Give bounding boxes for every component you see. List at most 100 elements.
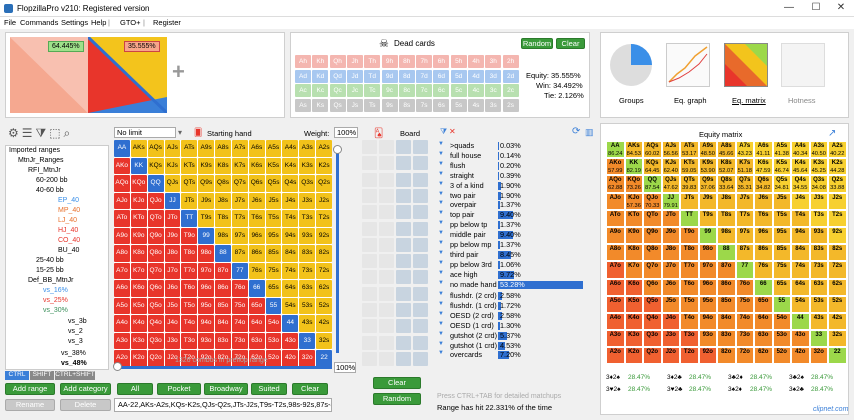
tree-item[interactable]: vs_3b [68,318,87,325]
hand-cell[interactable]: 92o [198,350,215,367]
tree-item[interactable]: Def_BB_MtnJr [28,277,74,284]
dead-card[interactable]: 9s [381,98,398,112]
equity-cell[interactable]: 84o [717,312,736,331]
hand-cell[interactable]: 75s [265,262,282,279]
hand-cell[interactable]: J4o [164,315,181,332]
dead-card[interactable]: 7h [416,55,433,68]
hand-cell[interactable]: J2o [164,350,181,367]
equity-cell[interactable]: T4s [791,209,810,227]
hand-cell[interactable]: Q2o [147,350,164,367]
board-card-slot[interactable] [396,286,411,301]
hand-cell[interactable]: KJo [130,192,147,209]
equity-cell[interactable]: 95s [772,226,791,245]
equity-cell[interactable]: QJs 47.62 [661,175,680,193]
dead-card[interactable]: 4h [468,55,484,68]
hand-cell[interactable]: 94o [198,315,215,332]
equity-cell[interactable]: 94o [698,312,717,331]
hand-cell[interactable]: ATo [114,210,130,227]
tree-item[interactable]: MtnJr_Ranges [18,157,64,164]
equity-cell[interactable]: AJs 56.56 [661,141,680,159]
equity-cell[interactable]: 54s [791,295,810,313]
equity-cell[interactable]: T3o [680,330,699,348]
equity-cell[interactable]: J3o [661,330,680,348]
hand-cell[interactable]: T6o [181,280,198,297]
hand-cell[interactable]: QTs [181,175,198,192]
equity-cell[interactable]: 64o [754,312,773,331]
hand-cell[interactable]: Q5o [147,297,164,314]
tree-item[interactable]: 25-40 bb [36,257,64,264]
board-card-slot[interactable] [413,221,428,236]
view-hotness[interactable]: Hotness [788,96,816,105]
hand-cell[interactable]: 52o [265,350,282,367]
equity-cell[interactable]: JTo [661,209,680,227]
hand-cell[interactable]: 54o [265,315,282,332]
menu-register[interactable]: Register [153,18,181,27]
equity-cell[interactable]: A8o [606,244,625,262]
equity-cell[interactable]: 72o [735,347,754,365]
dead-card[interactable]: 3h [485,55,502,68]
dead-card[interactable]: 8d [398,69,415,83]
hand-cell[interactable]: 44 [282,315,299,332]
equity-cell[interactable]: Q6s 34.82 [754,175,773,193]
equity-cell[interactable]: T8o [680,244,699,262]
dead-card[interactable]: 8s [398,98,415,112]
board-card-slot[interactable] [379,286,394,301]
tree-item[interactable]: vs_16% [43,287,68,294]
hand-cell[interactable]: T2o [181,350,198,367]
equity-cell[interactable]: 92s [828,226,847,245]
row-filter-icon[interactable]: ▼ [438,180,444,187]
row-filter-icon[interactable]: ▼ [438,340,444,347]
equity-cell[interactable]: 93s [809,226,828,245]
hand-cell[interactable]: 98s [215,227,231,244]
hand-cell[interactable]: T4s [282,210,299,227]
equity-cell[interactable]: A5s 41.38 [772,141,791,159]
hand-cell[interactable]: QQ [147,175,164,192]
hand-cell[interactable]: 86s [248,245,265,262]
equity-cell[interactable]: T5o [680,295,699,313]
board-card-slot[interactable] [362,286,377,301]
dead-card[interactable]: Jc [346,84,363,97]
equity-cell[interactable]: 85s [772,244,791,262]
equity-cell[interactable]: J2s [828,192,847,210]
board-card-slot[interactable] [396,221,411,236]
hand-cell[interactable]: 62o [248,350,265,367]
equity-cell[interactable]: 52o [772,347,791,365]
hand-cell[interactable]: AJs [164,140,181,157]
board-card-slot[interactable] [379,188,394,203]
hand-cell[interactable]: J5s [265,192,282,209]
dead-card[interactable]: 4c [468,84,484,97]
dead-card[interactable]: 9h [381,55,398,68]
hand-cell[interactable]: A7o [114,262,130,279]
equity-cell[interactable]: J5o [661,295,680,313]
hand-cell[interactable]: 76o [231,280,248,297]
row-filter-icon[interactable]: ▼ [438,310,444,317]
board-card-slot[interactable] [413,140,428,154]
dead-card[interactable]: 9d [381,69,398,83]
hand-cell[interactable]: 96s [248,227,265,244]
equity-cell[interactable]: K8s 52.07 [717,158,736,176]
hand-cell[interactable]: Q7o [147,262,164,279]
menu-commands[interactable]: Commands [20,18,59,27]
hand-cell[interactable]: KK [130,157,147,174]
equity-cell[interactable]: T9o [680,226,699,245]
tab-ctrl-shift[interactable]: CTRL+SHIFT [55,371,95,380]
starting-hand-matrix[interactable]: AA AKs AQs AJs ATs A9s A8s A7s A6s A5s A4s A3s A2s AK… [114,140,332,367]
equity-cell[interactable]: 63s [809,278,828,296]
hand-cell[interactable]: K7o [130,262,147,279]
dead-card[interactable]: 2s [502,98,519,112]
hand-cell[interactable]: K5o [130,297,147,314]
hand-cell[interactable]: T9o [181,227,198,244]
hand-cell[interactable]: A4s [282,140,299,157]
range-text-input[interactable]: AA-22,AKs-A2s,KQs-K2s,QJs-Q2s,JTs-J2s,T9… [114,398,332,412]
board-card-slot[interactable] [396,172,411,187]
equity-cell[interactable]: ATs 53.17 [680,141,699,159]
close-button[interactable]: ✕ [836,2,846,13]
equity-cell[interactable]: K6s 47.59 [754,158,773,176]
equity-cell[interactable]: Q6o [643,278,662,296]
hand-cell[interactable]: JTs [181,192,198,209]
equity-cell[interactable]: J6o [661,278,680,296]
equity-cell[interactable]: K5o [624,295,643,313]
equity-cell[interactable]: KTs 59.05 [680,158,699,176]
equity-cell[interactable]: AQo 62.88 [606,175,625,193]
hand-cell[interactable]: QJs [164,175,181,192]
